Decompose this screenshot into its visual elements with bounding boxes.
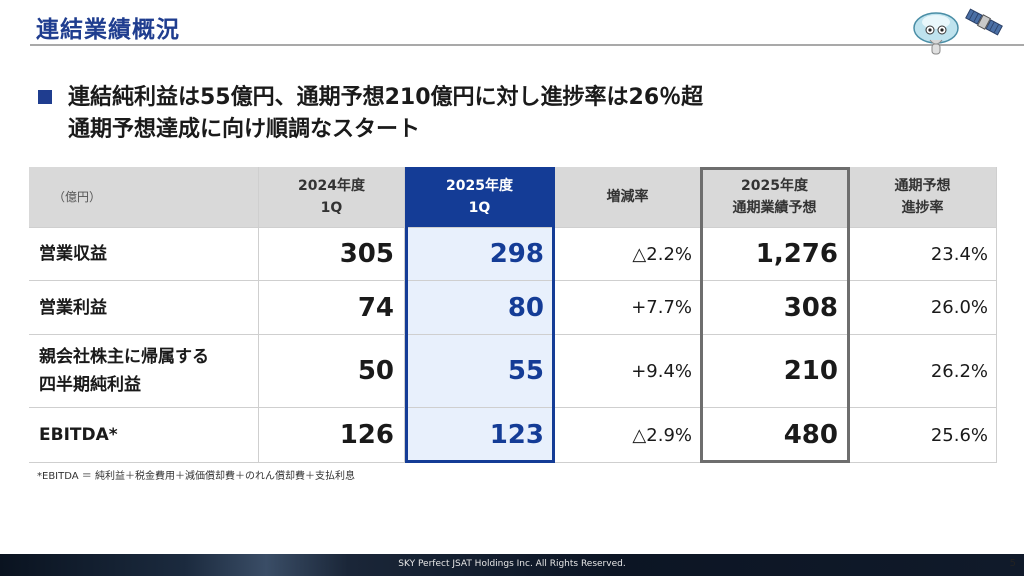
footer-bar: SKY Perfect JSAT Holdings Inc. All Right… — [0, 554, 1024, 576]
value-progress: 26.0% — [849, 281, 997, 335]
value-prev: 50 — [259, 335, 405, 408]
mascot-satellite-icon — [913, 8, 1003, 55]
headline-line-2: 通期予想達成に向け順調なスタート — [68, 117, 421, 142]
value-current: 298 — [405, 228, 555, 281]
value-forecast: 1,276 — [701, 228, 849, 281]
value-prev: 126 — [259, 408, 405, 463]
header-line: 1Q — [320, 200, 343, 216]
footnote: *EBITDA ＝ 純利益＋税金費用＋減価償却費＋のれん償却費＋支払利息 — [37, 471, 355, 482]
value-current: 55 — [405, 335, 555, 408]
headline-line-1: 連結純利益は55億円、通期予想210億円に対し進捗率は26％超 — [68, 85, 704, 110]
header-2024-1q: 2024年度 1Q — [259, 167, 405, 228]
slide-title: 連結業績概況 — [36, 17, 180, 43]
value-prev: 74 — [259, 281, 405, 335]
row-label-text: 親会社株主に帰属する — [39, 347, 209, 367]
row-label-ebitda: EBITDA* — [29, 408, 259, 463]
value-current: 123 — [405, 408, 555, 463]
row-label-net-income: 親会社株主に帰属する 四半期純利益 — [29, 335, 259, 408]
header-line: 2024年度 — [298, 178, 365, 194]
header-line: 通期業績予想 — [732, 200, 817, 216]
copyright: SKY Perfect JSAT Holdings Inc. All Right… — [398, 559, 626, 569]
value-forecast: 210 — [701, 335, 849, 408]
value-change: +7.7% — [555, 281, 701, 335]
value-progress: 26.2% — [849, 335, 997, 408]
header-2025-1q: 2025年度 1Q — [405, 167, 555, 228]
header-line: 進捗率 — [901, 200, 944, 216]
value-forecast: 480 — [701, 408, 849, 463]
header-change-rate: 増減率 — [555, 167, 701, 228]
header-line: 2025年度 — [446, 178, 513, 194]
unit-label: （億円） — [29, 167, 259, 228]
header-progress: 通期予想 進捗率 — [849, 167, 997, 228]
value-progress: 23.4% — [849, 228, 997, 281]
header-line: 通期予想 — [894, 178, 951, 194]
value-prev: 305 — [259, 228, 405, 281]
row-label-operating-revenue: 営業収益 — [29, 228, 259, 281]
header-forecast: 2025年度 通期業績予想 — [701, 167, 849, 228]
value-current: 80 — [405, 281, 555, 335]
title-divider — [30, 44, 1024, 46]
row-label-operating-profit: 営業利益 — [29, 281, 259, 335]
value-progress: 25.6% — [849, 408, 997, 463]
row-label-text: 営業利益 — [39, 297, 107, 318]
page-number: 5 — [1009, 558, 1016, 569]
headline: 連結純利益は55億円、通期予想210億円に対し進捗率は26％超 通期予想達成に向… — [38, 82, 998, 146]
bullet-square-icon — [38, 90, 52, 104]
value-change: +9.4% — [555, 335, 701, 408]
value-forecast: 308 — [701, 281, 849, 335]
value-change: △2.9% — [555, 408, 701, 463]
results-table: （億円） 2024年度 1Q 2025年度 1Q 増減率 2025年度 通期業績予想 … — [29, 167, 997, 463]
value-change: △2.2% — [555, 228, 701, 281]
header-line: 2025年度 — [741, 178, 808, 194]
row-label-text: 四半期純利益 — [39, 375, 141, 395]
row-label-text: 営業収益 — [39, 244, 107, 264]
row-label-text: EBITDA* — [39, 425, 118, 445]
header-line: 1Q — [468, 200, 491, 216]
satellite-icon — [965, 8, 1003, 36]
mascot-icon — [913, 12, 959, 55]
header-line: 増減率 — [606, 189, 649, 205]
